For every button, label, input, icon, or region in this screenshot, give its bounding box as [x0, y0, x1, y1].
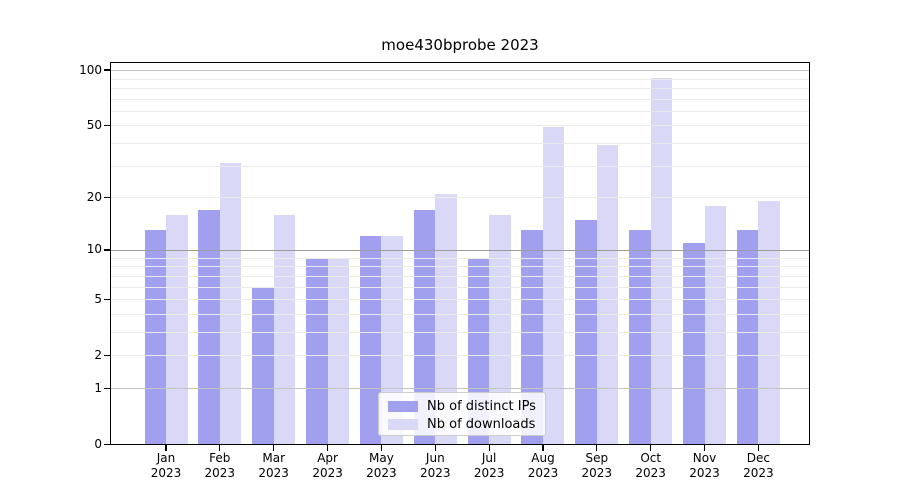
y-tick-label-2: 2 — [94, 347, 102, 362]
x-tick-label-aug: Aug 2023 — [527, 451, 559, 480]
y-tick-label-5: 5 — [94, 291, 102, 306]
y-tick-label-100: 100 — [79, 62, 102, 77]
bar-downloads-oct — [650, 77, 673, 445]
x-tick-mark-oct — [650, 445, 652, 451]
x-tick-label-nov: Nov 2023 — [689, 451, 720, 480]
bar-downloads-jan — [166, 214, 188, 445]
bar-downloads-nov — [704, 205, 726, 445]
x-tick-mark-nov — [703, 445, 706, 451]
bar-distinct-ips-nov — [683, 242, 705, 445]
bar-downloads-jun — [435, 193, 457, 445]
plot-area: Nb of distinct IPs Nb of downloads — [110, 62, 810, 445]
bar-distinct-ips-aug — [521, 230, 543, 445]
legend: Nb of distinct IPs Nb of downloads — [378, 392, 546, 436]
chart-title: moe430bprobe 2023 — [381, 36, 539, 54]
bar-downloads-apr — [327, 257, 350, 445]
y-tick-mark-50 — [104, 124, 110, 127]
x-tick-mark-aug — [542, 445, 544, 451]
bar-downloads-aug — [542, 127, 565, 445]
bar-distinct-ips-apr — [306, 257, 328, 445]
legend-item-downloads: Nb of downloads — [388, 415, 545, 433]
legend-label-distinct-ips: Nb of distinct IPs — [427, 398, 536, 414]
x-tick-mark-apr — [326, 445, 329, 451]
y-tick-label-20: 20 — [86, 189, 102, 204]
y-tick-label-50: 50 — [86, 117, 102, 132]
y-tick-mark-100 — [104, 69, 110, 71]
bars-layer — [110, 62, 810, 445]
legend-label-downloads: Nb of downloads — [427, 416, 536, 432]
y-tick-mark-0 — [104, 443, 110, 446]
bar-distinct-ips-jan — [144, 230, 166, 445]
x-tick-mark-may — [380, 445, 383, 451]
bar-downloads-mar — [273, 214, 296, 445]
bar-distinct-ips-jun — [413, 210, 436, 445]
x-tick-label-sep: Sep 2023 — [581, 451, 613, 480]
bar-downloads-dec — [758, 201, 780, 445]
x-tick-label-feb: Feb 2023 — [204, 451, 236, 480]
y-tick-mark-1 — [104, 387, 110, 389]
legend-swatch-distinct-ips — [388, 400, 418, 412]
y-tick-label-1: 1 — [94, 380, 102, 395]
x-tick-label-jul: Jul 2023 — [473, 451, 505, 480]
legend-item-distinct-ips: Nb of distinct IPs — [388, 397, 545, 415]
x-tick-mark-mar — [273, 445, 275, 451]
x-tick-mark-sep — [596, 445, 598, 451]
legend-swatch-downloads — [388, 418, 418, 430]
x-tick-label-mar: Mar 2023 — [258, 451, 289, 480]
x-tick-mark-jul — [488, 445, 490, 451]
bar-downloads-feb — [219, 163, 242, 445]
x-tick-label-jan: Jan 2023 — [150, 451, 182, 480]
bar-distinct-ips-sep — [575, 219, 597, 445]
x-tick-label-oct: Oct 2023 — [635, 451, 666, 480]
bar-downloads-jul — [489, 214, 511, 445]
x-tick-label-may: May 2023 — [366, 451, 397, 480]
bar-distinct-ips-oct — [629, 230, 651, 445]
y-tick-mark-2 — [104, 354, 110, 356]
bar-distinct-ips-mar — [252, 286, 274, 445]
bar-distinct-ips-feb — [198, 210, 220, 445]
y-tick-mark-10 — [104, 249, 110, 251]
x-tick-mark-jun — [434, 445, 436, 451]
y-tick-label-0: 0 — [94, 437, 102, 451]
bar-distinct-ips-dec — [736, 230, 759, 445]
x-tick-mark-feb — [219, 445, 221, 451]
y-tick-label-10: 10 — [86, 242, 102, 257]
y-tick-mark-20 — [104, 196, 110, 199]
y-tick-mark-5 — [104, 298, 110, 300]
x-tick-mark-dec — [757, 445, 759, 451]
bar-downloads-sep — [596, 145, 619, 445]
bar-distinct-ips-may — [359, 236, 382, 445]
x-tick-label-apr: Apr 2023 — [312, 451, 343, 480]
x-tick-mark-jan — [165, 445, 167, 451]
x-tick-label-jun: Jun 2023 — [420, 451, 451, 480]
x-tick-label-dec: Dec 2023 — [743, 451, 774, 480]
